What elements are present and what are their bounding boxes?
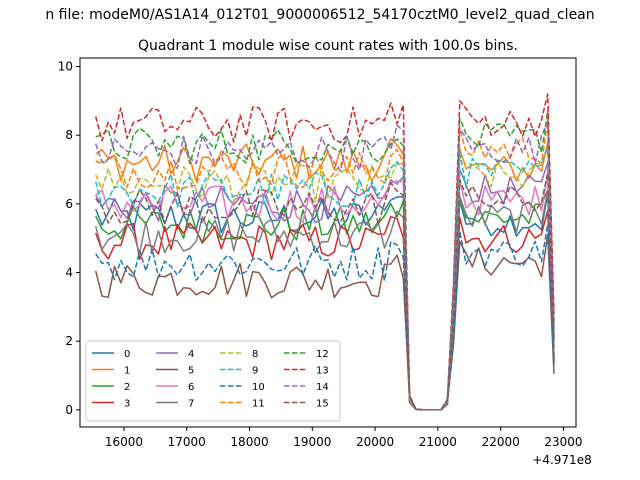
x-tick-label: 22000 <box>482 435 520 449</box>
legend-label-13: 13 <box>316 366 329 377</box>
series-line-10 <box>95 223 555 411</box>
y-tick-label: 0 <box>65 403 73 417</box>
figure-suptitle: n file: modeM0/AS1A14_012T01_9000006512_… <box>45 7 594 23</box>
y-tick-label: 10 <box>58 60 73 74</box>
series-line-5 <box>94 234 555 411</box>
y-tick-label: 2 <box>65 334 73 348</box>
legend-label-5: 5 <box>188 366 194 377</box>
axes-frame <box>79 57 577 428</box>
series-line-2 <box>95 189 555 411</box>
legend-label-10: 10 <box>252 382 265 393</box>
series-line-6 <box>95 172 555 411</box>
x-tick-label: 17000 <box>168 435 206 449</box>
x-axis: 16000 17000 18000 19000 20000 21000 22000 23000 <box>105 427 583 449</box>
x-tick-label: 23000 <box>544 435 582 449</box>
series-line-15 <box>95 172 555 411</box>
legend-box <box>85 340 341 422</box>
legend-label-4: 4 <box>188 349 194 360</box>
legend-label-0: 0 <box>124 349 130 360</box>
chart-title: Quadrant 1 module wise count rates with … <box>138 38 518 54</box>
legend-label-3: 3 <box>124 399 130 410</box>
series-line-12 <box>95 110 555 411</box>
legend-label-14: 14 <box>316 382 329 393</box>
legend-label-8: 8 <box>252 349 258 360</box>
series-line-3 <box>94 209 555 411</box>
series-line-11 <box>95 120 555 411</box>
y-tick-label: 4 <box>65 266 73 280</box>
y-tick-label: 8 <box>65 128 73 142</box>
legend-label-15: 15 <box>316 399 329 410</box>
y-tick-label: 6 <box>65 197 73 211</box>
series-line-14 <box>94 120 555 411</box>
y-axis: 0 2 4 6 8 10 <box>58 60 80 417</box>
x-tick-label: 18000 <box>230 435 268 449</box>
legend-label-9: 9 <box>252 366 258 377</box>
series-line-13 <box>94 93 555 411</box>
x-tick-label: 19000 <box>293 435 331 449</box>
legend-label-1: 1 <box>124 366 130 377</box>
x-tick-label: 21000 <box>419 435 457 449</box>
series-line-9 <box>94 144 555 411</box>
series-line-7 <box>94 189 555 411</box>
legend-label-6: 6 <box>188 382 194 393</box>
x-axis-offset-label: +4.971e8 <box>532 453 591 467</box>
legend-label-11: 11 <box>252 399 265 410</box>
legend-label-12: 12 <box>316 349 329 360</box>
x-tick-label: 16000 <box>105 435 143 449</box>
x-tick-label: 20000 <box>356 435 394 449</box>
series-line-8 <box>95 148 555 411</box>
series-layer <box>94 93 555 411</box>
legend-label-2: 2 <box>124 382 130 393</box>
legend-label-7: 7 <box>188 399 194 410</box>
